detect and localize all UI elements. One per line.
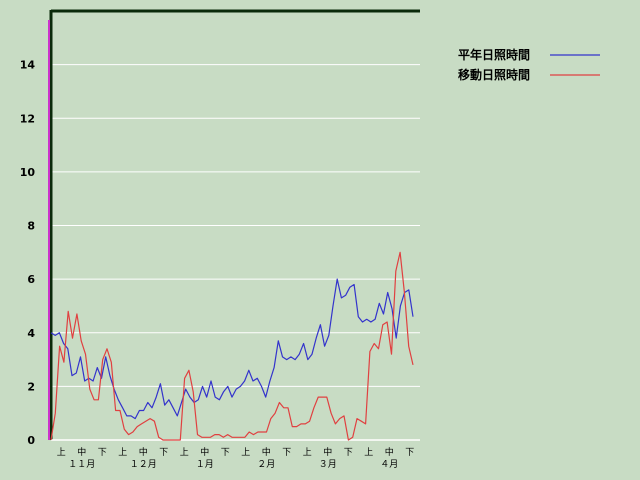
x-tick-label: 下 <box>221 448 230 458</box>
x-tick-label: 上 <box>118 447 127 458</box>
x-tick-label: 下 <box>405 448 414 458</box>
x-tick-label: 下 <box>159 448 168 458</box>
legend-label-normal: 平年日照時間 <box>458 47 530 62</box>
month-label: １２月 <box>130 459 157 470</box>
legend-label-moving: 移動日照時間 <box>458 67 530 82</box>
x-tick-label: 中 <box>200 446 209 458</box>
month-label: ４月 <box>380 459 398 470</box>
y-tick-label: 12 <box>20 112 35 125</box>
x-tick-label: 中 <box>139 446 148 458</box>
legend: 平年日照時間 移動日照時間 <box>458 47 600 82</box>
month-labels: １１月 １２月 １月 ２月 ３月 ４月 <box>68 459 398 470</box>
y-tick-label: 6 <box>27 273 35 286</box>
x-tick-label: 下 <box>98 448 107 458</box>
x-tick-label: 下 <box>344 448 353 458</box>
y-tick-label: 0 <box>27 434 35 447</box>
x-tick-label: 中 <box>262 446 271 458</box>
x-tick-label: 上 <box>57 447 66 458</box>
x-tick-label: 下 <box>282 448 291 458</box>
x-tick-label: 上 <box>303 447 312 458</box>
month-label: １月 <box>196 459 214 470</box>
x-tick-label: 上 <box>241 447 250 458</box>
x-tick-label: 中 <box>77 446 86 458</box>
y-tick-label: 2 <box>27 380 35 393</box>
x-axis-ticks: 上中下上中下上中下上中下上中下上中下 <box>57 446 415 458</box>
x-tick-label: 上 <box>364 447 373 458</box>
month-label: ２月 <box>257 459 275 470</box>
y-tick-label: 8 <box>27 220 35 233</box>
series-line-normal <box>50 278 414 420</box>
series-line-moving <box>50 251 414 441</box>
x-tick-label: 上 <box>180 447 189 458</box>
x-tick-label: 中 <box>385 446 394 458</box>
y-axis-ticks: 0 2 4 6 8 10 12 14 <box>20 59 36 447</box>
series-lines <box>50 251 414 441</box>
y-tick-label: 10 <box>20 166 36 179</box>
y-tick-label: 14 <box>20 59 36 72</box>
month-label: １１月 <box>68 459 95 470</box>
month-label: ３月 <box>319 459 337 470</box>
x-tick-label: 中 <box>323 446 332 458</box>
grid-lines <box>51 64 420 387</box>
y-tick-label: 4 <box>27 327 35 340</box>
plot-frame <box>48 9 420 441</box>
